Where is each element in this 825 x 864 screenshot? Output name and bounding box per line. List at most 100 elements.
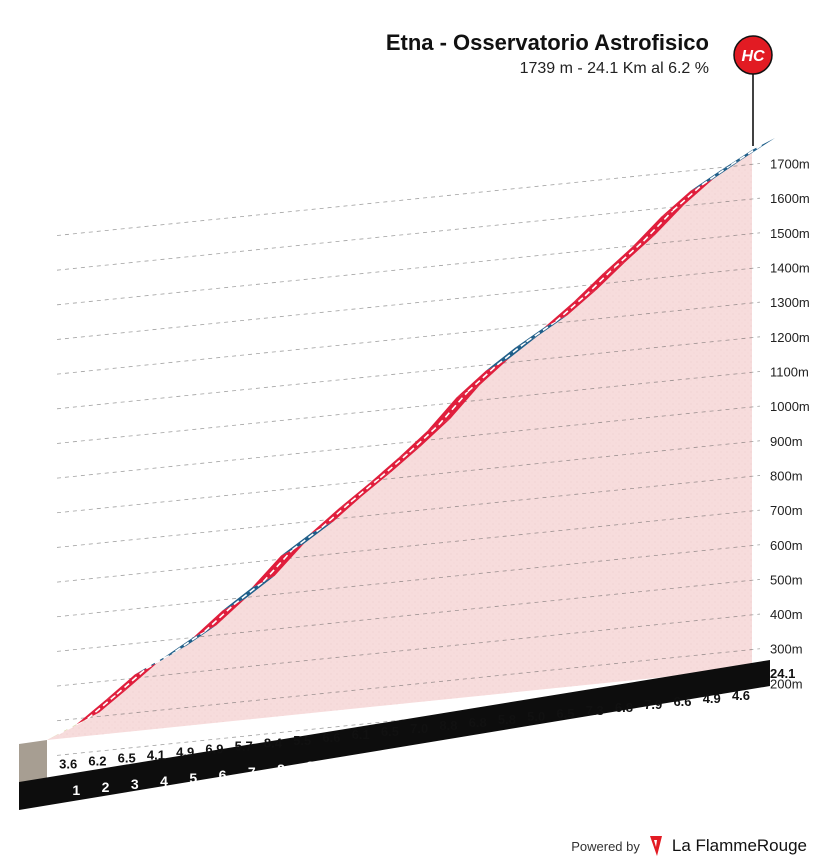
gradient-label: 4.1 — [147, 748, 165, 763]
profile-base — [19, 660, 770, 810]
gradient-label: 5.7 — [235, 739, 253, 754]
gradient-label: 6.5 — [556, 706, 574, 721]
km-marker-label: 13 — [420, 746, 436, 762]
road-segment — [368, 446, 422, 484]
distance-base-strip — [19, 660, 770, 810]
gridline — [56, 371, 761, 444]
gradient-label: 6.1 — [352, 727, 370, 742]
gradient-label: 6.5 — [381, 724, 399, 739]
road-segment — [602, 235, 656, 274]
road-centerline — [526, 320, 557, 343]
road-centerline — [379, 451, 411, 479]
powered-by-label: Powered by — [571, 838, 640, 854]
profile-texture — [47, 150, 752, 740]
road-centerline — [321, 501, 352, 529]
km-marker-label: 6 — [219, 767, 227, 783]
road-segment — [456, 358, 509, 398]
road-centerline — [175, 630, 206, 653]
road-segment — [193, 598, 246, 638]
gradient-label: 6.5 — [118, 751, 136, 766]
gradient-label: 4.6 — [732, 688, 750, 703]
gradient-label: 4.9 — [703, 691, 721, 706]
km-marker-label: 18 — [566, 731, 582, 747]
gridline — [56, 232, 761, 306]
profile-side-wall — [19, 740, 47, 784]
road-segment — [222, 575, 275, 611]
road-segment — [398, 418, 451, 459]
climb-title: Etna - Osservatorio Astrofisico — [385, 30, 709, 55]
footer-credit: Powered by La FlammeRouge — [571, 836, 807, 856]
gradient-label: 5.5 — [293, 733, 311, 748]
climb-subtitle: 1739 m - 24.1 Km al 6.2 % — [519, 60, 709, 77]
road-centerline — [467, 364, 498, 392]
y-tick-label: 200m — [770, 676, 803, 691]
km-marker-label: 5 — [189, 770, 197, 786]
y-tick-label: 1600m — [770, 191, 810, 206]
gradient-label: 6.2 — [88, 754, 106, 769]
km-marker-label: 15 — [478, 740, 494, 756]
y-tick-label: 600m — [770, 538, 803, 553]
gradient-label: 6.9 — [205, 742, 223, 757]
km-marker-label: 10 — [332, 755, 348, 771]
flame-logo-icon — [649, 836, 662, 856]
y-tick-label: 1400m — [770, 260, 810, 275]
road-centerline — [408, 424, 440, 453]
gradient-label: 4.9 — [176, 745, 194, 760]
km-marker-label: 23 — [712, 716, 728, 732]
road-centerline — [672, 184, 703, 212]
y-tick-label: 1000m — [770, 399, 810, 414]
road-centerline — [642, 210, 674, 242]
road-centerline — [613, 240, 645, 269]
km-marker-label: 19 — [595, 728, 611, 744]
km-marker-label: 11 — [361, 752, 376, 768]
road-segment — [515, 315, 568, 348]
road-segment — [310, 495, 363, 534]
km-marker-label: 3 — [131, 776, 139, 792]
brand-name[interactable]: La FlammeRouge — [671, 836, 807, 855]
gradient-label: 6.6 — [322, 730, 340, 745]
gradient-label: 8.4 — [264, 736, 283, 751]
road-centerline — [292, 526, 323, 551]
gradient-label: 6.8 — [469, 715, 487, 730]
gridline — [56, 544, 761, 618]
road-centerline — [496, 341, 528, 366]
road-centerline — [204, 603, 235, 632]
road-segment — [105, 662, 158, 701]
gridline — [56, 336, 761, 410]
km-marker-label: 2 — [102, 779, 110, 795]
road-centerline — [555, 295, 586, 322]
gridline — [56, 405, 761, 479]
end-distance-label: 24.1 — [770, 666, 795, 681]
chart-labels: 200m300m400m500m600m700m800m900m1000m110… — [59, 157, 810, 798]
gridline — [56, 440, 761, 514]
road-centerline — [116, 667, 147, 695]
road-centerline — [262, 549, 294, 583]
gridline — [56, 163, 761, 236]
gridline — [56, 648, 761, 722]
y-tick-label: 800m — [770, 468, 803, 483]
road-segment — [76, 688, 129, 725]
gridline — [56, 301, 761, 375]
km-marker-label: 16 — [507, 737, 523, 753]
gradient-label: 7.9 — [644, 697, 662, 712]
y-tick-label: 1700m — [770, 157, 810, 172]
gridline — [56, 509, 761, 583]
gradient-label: 6.8 — [615, 700, 633, 715]
gradient-label: 3.6 — [59, 757, 77, 772]
road-centerline — [58, 717, 89, 735]
gridline — [56, 197, 761, 271]
gridline — [56, 579, 761, 652]
road-centerline — [233, 581, 264, 606]
gradient-label: 7.0 — [410, 721, 428, 736]
gradient-label: 5.0 — [527, 709, 545, 724]
road-centerline — [730, 143, 764, 166]
km-marker-label: 9 — [306, 758, 314, 774]
km-marker-label: 8 — [277, 761, 285, 777]
km-marker-label: 17 — [537, 734, 553, 750]
road-centerline — [87, 693, 118, 720]
gridline — [56, 267, 761, 340]
gradient-label: 6.6 — [673, 694, 691, 709]
road-segment — [661, 178, 714, 217]
km-marker-label: 7 — [248, 764, 256, 780]
road-centerline — [438, 390, 469, 426]
